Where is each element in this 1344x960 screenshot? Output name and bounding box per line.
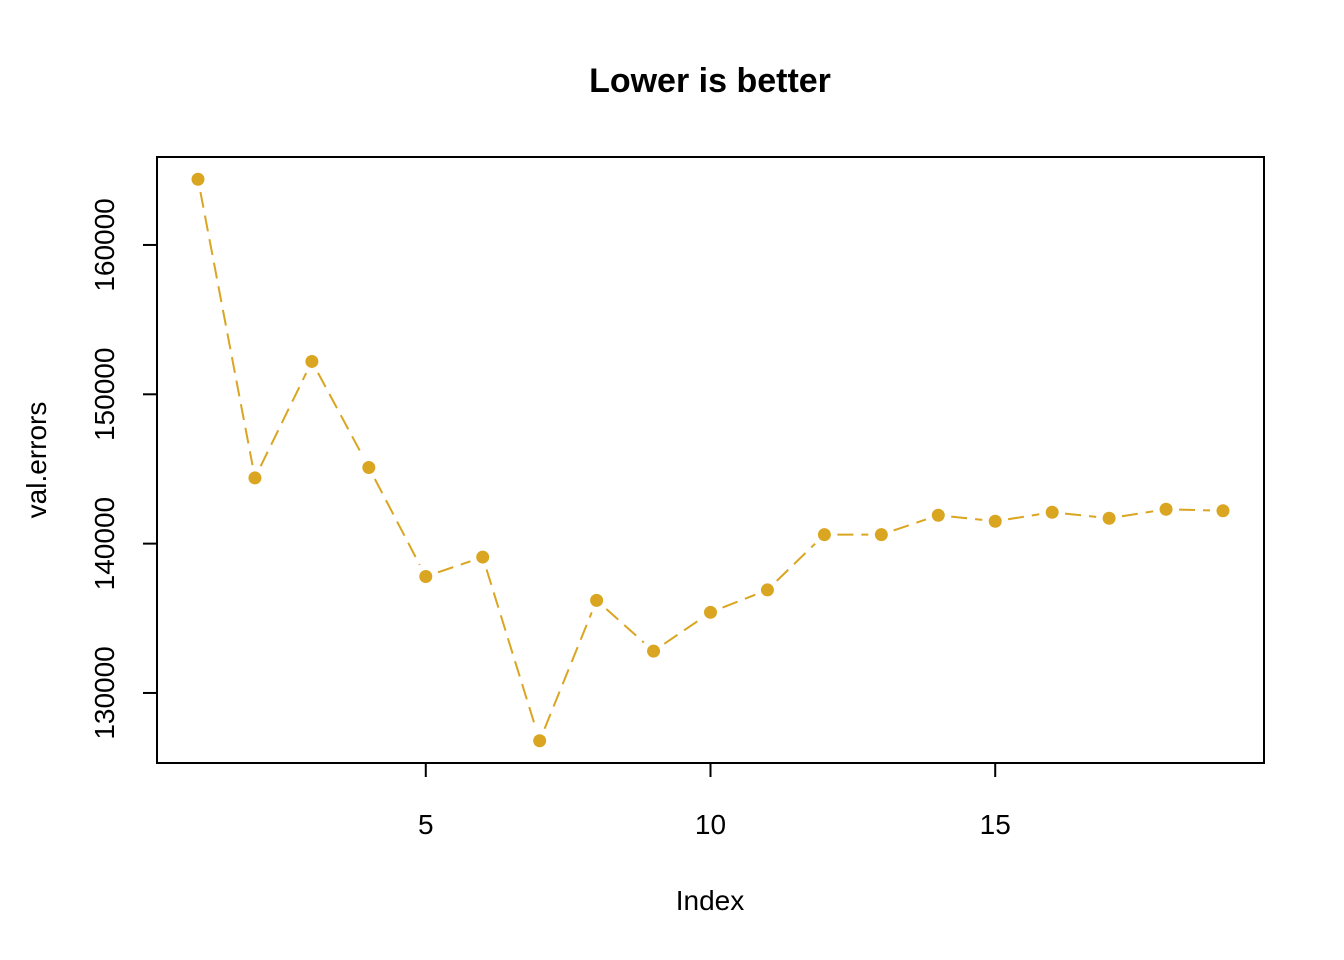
y-axis: 130000 140000 150000 160000	[89, 198, 157, 740]
series-segment	[437, 560, 471, 574]
series-segment	[317, 372, 364, 457]
x-tick-label: 10	[695, 809, 726, 840]
x-tick-label: 15	[980, 809, 1011, 840]
y-axis-label: val.errors	[21, 402, 52, 519]
data-point	[1102, 511, 1116, 525]
y-tick-label: 130000	[89, 646, 120, 739]
series-segment	[485, 569, 537, 729]
y-tick-label: 140000	[89, 497, 120, 590]
data-point	[1045, 505, 1059, 519]
plot-frame	[156, 156, 1265, 764]
series-segment	[722, 593, 756, 609]
data-point	[590, 593, 604, 607]
data-point	[1159, 502, 1173, 516]
series-segment	[1007, 513, 1040, 521]
data-point	[362, 460, 376, 474]
data-point	[704, 605, 717, 619]
series-segment	[199, 191, 254, 466]
data-point	[419, 569, 433, 583]
data-point	[874, 528, 888, 542]
series-segment	[1064, 512, 1097, 518]
data-point	[476, 550, 490, 564]
data-point	[305, 354, 319, 368]
series-segment	[893, 518, 927, 532]
data-point	[760, 583, 774, 597]
data-point	[647, 644, 661, 658]
data-point	[248, 471, 262, 485]
series-segment	[543, 612, 593, 730]
series-segment	[373, 478, 421, 566]
x-axis-label: Index	[676, 885, 745, 916]
y-tick-label: 160000	[89, 198, 120, 291]
series-line	[199, 191, 1211, 730]
chart-title: Lower is better	[589, 62, 831, 100]
series-segment	[776, 543, 816, 582]
data-point	[931, 508, 945, 522]
series-points	[191, 172, 1230, 748]
data-point	[817, 528, 831, 542]
series-segment	[1121, 510, 1154, 518]
x-tick-label: 5	[418, 809, 434, 840]
data-point	[533, 734, 547, 748]
data-point	[191, 172, 205, 186]
data-point	[1216, 504, 1230, 518]
x-axis: 5 10 15	[418, 763, 1011, 840]
series-segment	[259, 372, 308, 467]
series-segment	[663, 618, 701, 645]
series-segment	[1179, 508, 1211, 512]
data-point	[988, 514, 1002, 528]
y-tick-label: 150000	[89, 348, 120, 441]
series-segment	[605, 608, 645, 644]
series-segment	[951, 515, 983, 521]
